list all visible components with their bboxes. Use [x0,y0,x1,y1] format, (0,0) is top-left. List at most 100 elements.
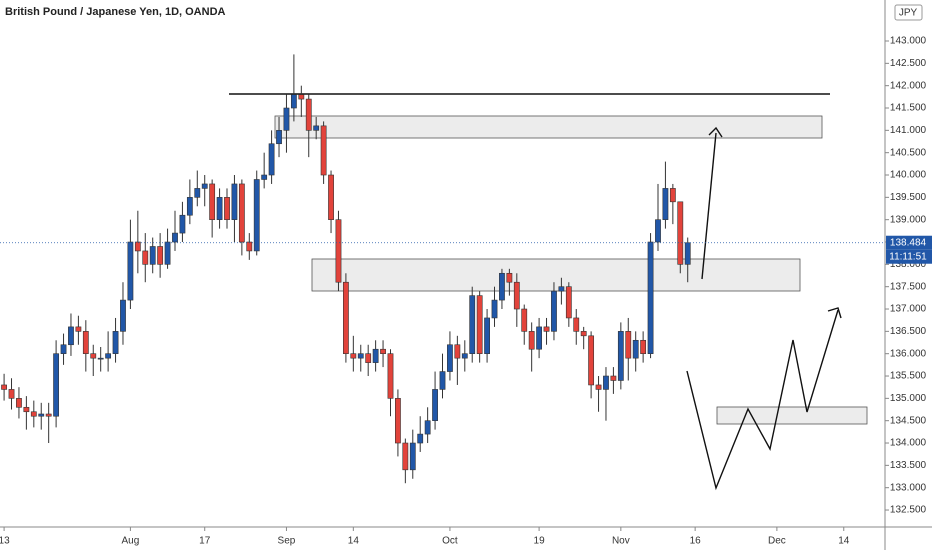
candle-body [343,281,349,354]
candle-body [684,242,691,265]
candle-body [610,375,617,381]
candle-body [231,183,238,220]
candle-body [8,389,15,399]
candle-body [30,411,37,417]
candle-body [647,241,654,354]
arrow-head [827,307,842,319]
candle-body [246,241,253,252]
candle-body [528,331,535,350]
arrow-head [708,126,723,138]
candle-body [461,353,468,359]
y-tick-label: 143.000 [890,36,927,47]
candle-body [491,299,498,319]
candle-body [209,183,216,220]
candle-body [149,246,156,265]
candle-body [335,219,342,283]
candle-body [357,353,364,359]
y-tick-label: 136.500 [890,326,927,337]
x-tick-label: 19 [534,536,546,547]
candle-body [172,232,178,243]
candle-body [276,130,282,145]
x-tick-label: 17 [199,536,211,547]
candle-body [565,286,572,319]
candle-body [60,344,67,354]
candle-body [201,183,208,189]
candle-body [551,290,557,332]
candle-body [350,353,357,359]
candle-body [447,344,453,372]
candle-body [68,326,74,346]
y-tick-label: 133.000 [890,482,927,493]
currency-label: JPY [899,8,918,19]
candle-body [521,308,528,332]
x-tick-label: Sep [278,536,296,547]
candle-body [127,241,134,301]
candle-body [632,339,639,359]
x-tick-label: 16 [690,536,702,547]
candle-body [543,326,550,332]
candle-body [305,98,312,131]
candle-body [1,384,7,390]
candle-body [238,183,245,243]
candle-body [439,371,446,390]
candle-body [588,335,595,386]
candle-body [157,246,164,265]
candle-body [409,442,416,471]
candle-body [142,250,149,265]
candle-body [75,326,82,332]
drawings [229,93,868,491]
countdown-label: 11:11:51 [889,251,927,262]
projection-path [686,309,839,491]
y-tick-label: 141.000 [890,125,927,136]
y-tick-label: 140.500 [890,147,927,158]
y-tick-label: 141.500 [890,103,927,114]
candle-body [53,353,60,417]
x-tick-label: Aug [122,536,140,547]
candle-body [484,317,490,354]
candle-body [23,406,30,413]
demand-zone [716,406,868,425]
projection-arrow [701,132,717,280]
y-tick-label: 134.000 [890,438,927,449]
candle-body [558,286,565,292]
candle-body [283,107,290,131]
y-tick-label: 142.500 [890,58,927,69]
candle-body [38,413,45,417]
candle-body [82,331,89,354]
candle-body [194,188,201,198]
candle-body [120,299,126,332]
candle-body [365,353,372,363]
candle-body [179,214,186,234]
candle-body [395,398,401,444]
candle-body [476,295,483,354]
x-tick-label: 13 [0,536,10,547]
candle-body [380,348,386,354]
candle-body [387,353,394,399]
candle-body [454,344,461,359]
candle-body [506,272,513,283]
currency-badge [894,4,923,21]
candle-body [253,179,260,252]
candle-body [268,143,275,176]
y-tick-label: 133.500 [890,460,927,471]
y-tick-label: 140.000 [890,170,927,181]
y-tick-label: 142.000 [890,80,927,91]
candle-body [617,331,624,381]
candle-body [580,331,587,337]
candle-body [424,420,431,435]
candle-body [290,94,297,109]
candle-body [16,398,22,408]
candle-body [105,353,112,359]
candle-body [469,295,476,354]
candle-body [224,197,230,220]
candle-body [625,331,632,359]
y-tick-label: 139.500 [890,192,927,203]
x-tick-label: Dec [768,536,786,547]
chart-title: British Pound / Japanese Yen, 1D, OANDA [5,6,226,18]
y-tick-label: 134.500 [890,415,927,426]
candle-body [45,413,52,417]
candle-body [402,442,409,471]
y-tick-label: 132.500 [890,505,927,516]
candle-body [134,241,141,252]
